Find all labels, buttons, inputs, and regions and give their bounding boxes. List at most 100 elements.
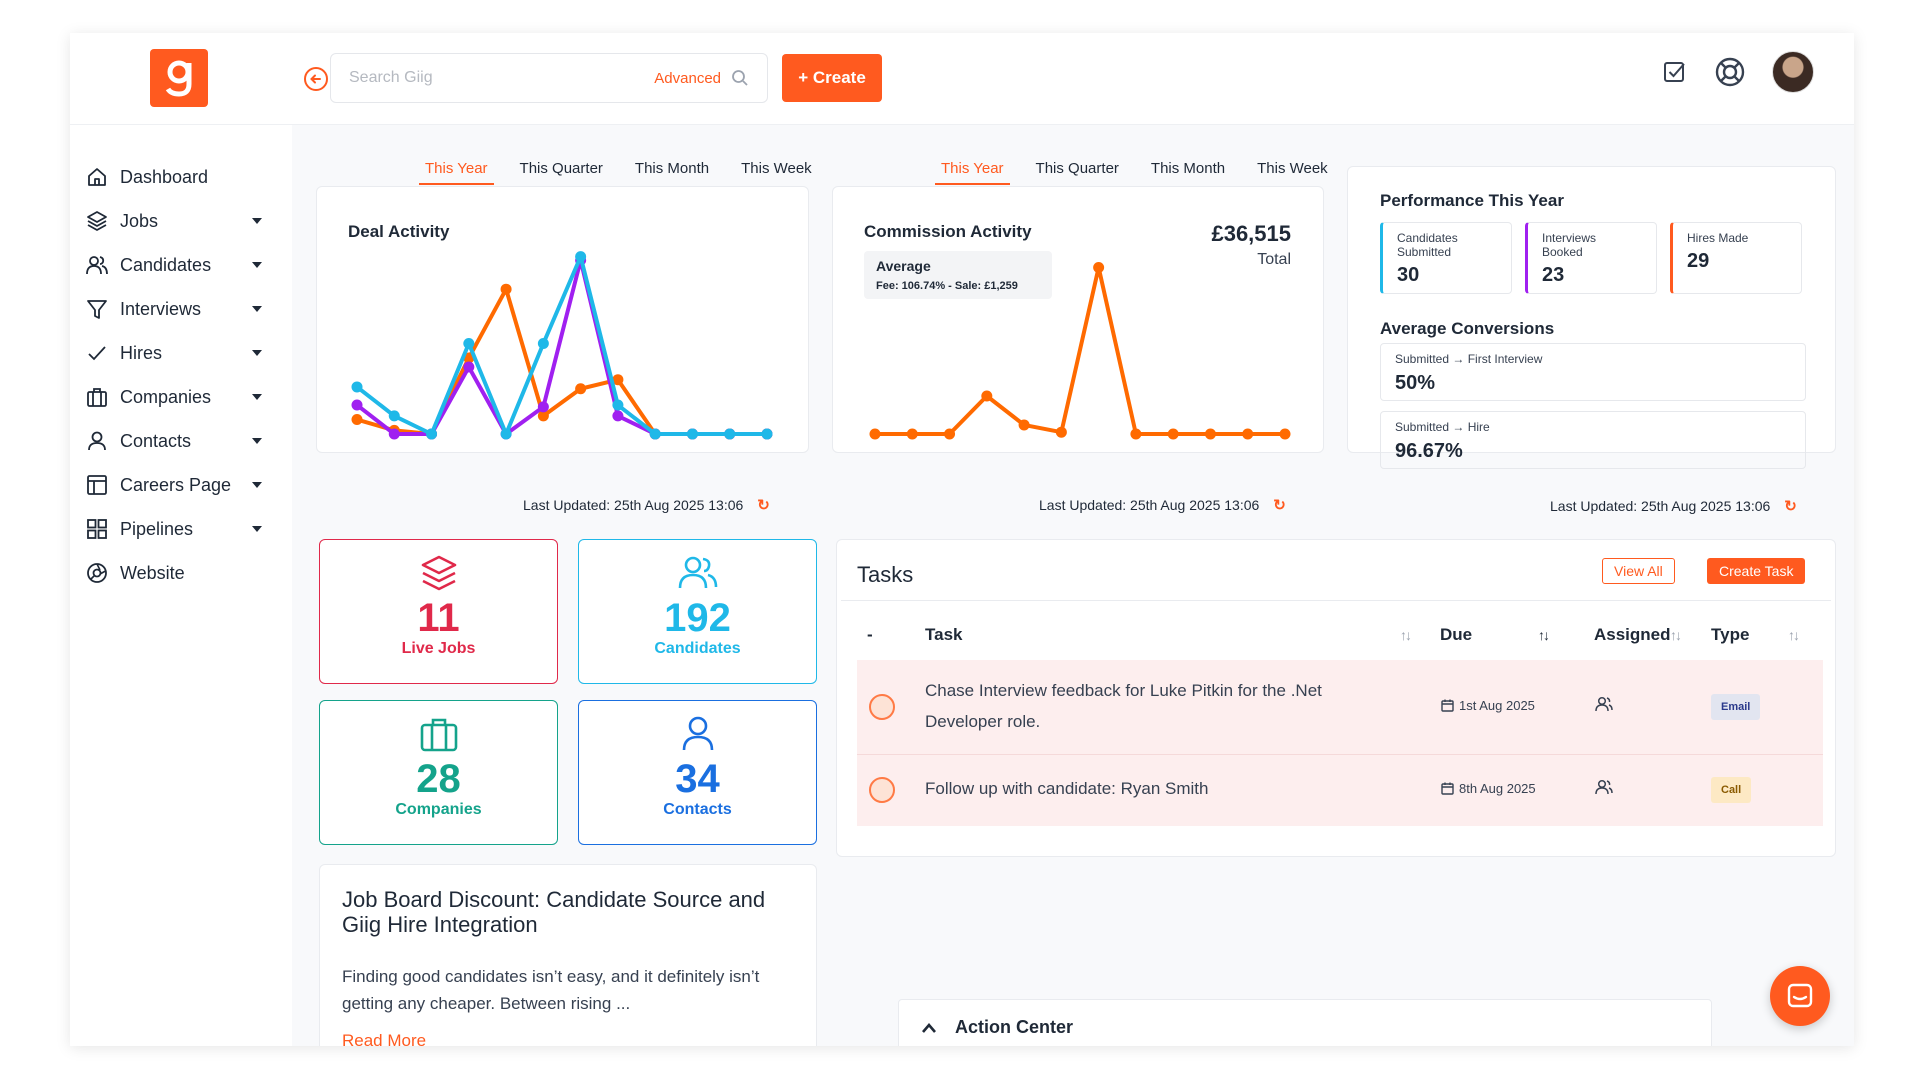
data-point[interactable] bbox=[1130, 428, 1142, 440]
grid-icon bbox=[86, 518, 108, 540]
commission-tab-this-year[interactable]: This Year bbox=[935, 160, 1010, 185]
data-point[interactable] bbox=[351, 381, 363, 393]
data-point[interactable] bbox=[761, 428, 773, 440]
giig-logo[interactable] bbox=[150, 49, 208, 107]
deal-tab-this-quarter[interactable]: This Quarter bbox=[519, 160, 603, 177]
commission-tab-this-week[interactable]: This Week bbox=[1257, 160, 1328, 177]
view-all-button[interactable]: View All bbox=[1602, 558, 1675, 584]
companies-tile[interactable]: 28 Companies bbox=[319, 700, 558, 845]
sort-type-icon[interactable]: ↑↓ bbox=[1788, 627, 1800, 643]
commission-refresh-icon[interactable]: ↻ bbox=[1273, 497, 1286, 514]
data-point[interactable] bbox=[500, 283, 512, 295]
chevron-down-icon[interactable] bbox=[252, 482, 262, 488]
data-point[interactable] bbox=[649, 428, 661, 440]
data-point[interactable] bbox=[906, 428, 918, 440]
read-more-link[interactable]: Read More bbox=[342, 1031, 427, 1046]
data-point[interactable] bbox=[537, 401, 549, 413]
contacts-tile[interactable]: 34 Contacts bbox=[578, 700, 817, 845]
chevron-down-icon[interactable] bbox=[252, 526, 262, 532]
building-icon bbox=[86, 386, 108, 408]
data-point[interactable] bbox=[388, 428, 400, 440]
sort-due-icon[interactable]: ↑↓ bbox=[1538, 627, 1550, 643]
data-point[interactable] bbox=[944, 428, 956, 440]
chat-launcher-button[interactable] bbox=[1770, 966, 1830, 1026]
data-point[interactable] bbox=[388, 410, 400, 422]
table-row[interactable]: Follow up with candidate: Ryan Smith 8th… bbox=[857, 755, 1823, 826]
advanced-search-link[interactable]: Advanced bbox=[654, 69, 721, 87]
commission-activity-title: Commission Activity bbox=[864, 222, 1032, 241]
collapse-sidebar-button[interactable] bbox=[304, 67, 328, 91]
tasks-checkbox-icon[interactable] bbox=[1662, 59, 1688, 85]
live-jobs-tile[interactable]: 11 Live Jobs bbox=[319, 539, 558, 684]
candidates-tile[interactable]: 192 Candidates bbox=[578, 539, 817, 684]
chevron-down-icon[interactable] bbox=[252, 438, 262, 444]
data-point[interactable] bbox=[981, 390, 993, 402]
sidebar-item-dashboard[interactable]: Dashboard bbox=[70, 155, 292, 199]
column-type[interactable]: Type bbox=[1711, 625, 1750, 644]
data-point[interactable] bbox=[463, 338, 475, 349]
deal-tab-this-month[interactable]: This Month bbox=[634, 160, 710, 177]
data-point[interactable] bbox=[426, 428, 438, 440]
sidebar-item-companies[interactable]: Companies bbox=[70, 375, 292, 419]
data-point[interactable] bbox=[575, 383, 587, 395]
data-point[interactable] bbox=[575, 251, 587, 263]
deal-tab-this-year[interactable]: This Year bbox=[419, 160, 494, 185]
data-point[interactable] bbox=[1242, 428, 1254, 440]
assigned-users-icon[interactable] bbox=[1595, 696, 1613, 712]
data-point[interactable] bbox=[1018, 419, 1030, 431]
user-avatar[interactable] bbox=[1772, 51, 1814, 93]
data-point[interactable] bbox=[351, 414, 363, 426]
deal-tab-this-week[interactable]: This Week bbox=[741, 160, 812, 177]
search-input[interactable] bbox=[349, 69, 655, 87]
data-point[interactable] bbox=[463, 361, 475, 373]
chevron-down-icon[interactable] bbox=[252, 262, 262, 268]
data-point[interactable] bbox=[1093, 261, 1105, 273]
sidebar-item-jobs[interactable]: Jobs bbox=[70, 199, 292, 243]
data-point[interactable] bbox=[612, 374, 624, 386]
search-icon[interactable] bbox=[731, 69, 749, 87]
data-point[interactable] bbox=[724, 428, 736, 440]
data-point[interactable] bbox=[686, 428, 698, 440]
sidebar-item-candidates[interactable]: Candidates bbox=[70, 243, 292, 287]
create-task-button[interactable]: Create Task bbox=[1707, 558, 1806, 584]
action-center-bar[interactable]: Action Center bbox=[898, 999, 1712, 1046]
column-task[interactable]: Task bbox=[925, 625, 963, 644]
commission-tab-this-month[interactable]: This Month bbox=[1150, 160, 1226, 177]
help-lifebuoy-icon[interactable] bbox=[1714, 56, 1746, 88]
data-point[interactable] bbox=[612, 399, 624, 411]
sort-assigned-icon[interactable]: ↑↓ bbox=[1670, 627, 1682, 643]
data-point[interactable] bbox=[500, 428, 512, 440]
sidebar-item-website[interactable]: Website bbox=[70, 551, 292, 595]
data-point[interactable] bbox=[537, 410, 549, 422]
performance-refresh-icon[interactable]: ↻ bbox=[1784, 498, 1797, 515]
sidebar-item-contacts[interactable]: Contacts bbox=[70, 419, 292, 463]
conversion-value: 96.67% bbox=[1395, 440, 1463, 462]
chevron-down-icon[interactable] bbox=[252, 306, 262, 312]
sidebar-item-pipelines[interactable]: Pipelines bbox=[70, 507, 292, 551]
data-point[interactable] bbox=[1279, 428, 1291, 440]
data-point[interactable] bbox=[1167, 428, 1179, 440]
data-point[interactable] bbox=[1204, 428, 1216, 440]
deal-refresh-icon[interactable]: ↻ bbox=[757, 497, 770, 514]
commission-tab-this-quarter[interactable]: This Quarter bbox=[1035, 160, 1119, 177]
task-complete-radio[interactable] bbox=[869, 777, 895, 803]
column-assigned[interactable]: Assigned bbox=[1594, 625, 1671, 644]
data-point[interactable] bbox=[537, 338, 549, 349]
data-point[interactable] bbox=[351, 399, 363, 411]
sidebar-item-careers-page[interactable]: Careers Page bbox=[70, 463, 292, 507]
create-button[interactable]: + Create bbox=[782, 54, 882, 102]
assigned-users-icon[interactable] bbox=[1595, 779, 1613, 795]
task-complete-radio[interactable] bbox=[869, 694, 895, 720]
data-point[interactable] bbox=[869, 428, 881, 440]
sidebar-item-hires[interactable]: Hires bbox=[70, 331, 292, 375]
chevron-down-icon[interactable] bbox=[252, 394, 262, 400]
table-row[interactable]: Chase Interview feedback for Luke Pitkin… bbox=[857, 660, 1823, 754]
column-due[interactable]: Due bbox=[1440, 625, 1473, 644]
blog-title[interactable]: Job Board Discount: Candidate Source and… bbox=[342, 887, 766, 937]
sidebar-item-interviews[interactable]: Interviews bbox=[70, 287, 292, 331]
sort-task-icon[interactable]: ↑↓ bbox=[1400, 627, 1412, 643]
data-point[interactable] bbox=[612, 410, 624, 422]
data-point[interactable] bbox=[1055, 426, 1067, 438]
chevron-down-icon[interactable] bbox=[252, 350, 262, 356]
chevron-down-icon[interactable] bbox=[252, 218, 262, 224]
